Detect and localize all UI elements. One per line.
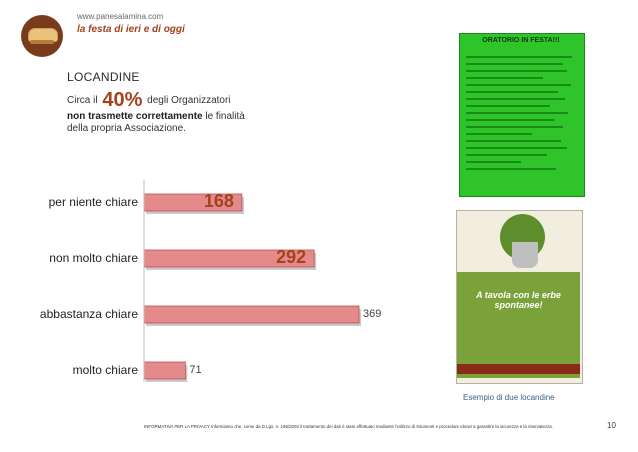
stat-suffix: degli Organizzatori	[147, 95, 231, 106]
pot-icon	[512, 242, 538, 268]
bar-3	[143, 361, 186, 380]
poster-erbe-headline: A tavola con le erbe spontanee!	[476, 290, 561, 310]
category-label: per niente chiare	[48, 195, 138, 209]
bar-2	[143, 305, 360, 324]
poster-oratorio-text-lines	[466, 56, 576, 186]
value-label: 168	[203, 191, 234, 211]
stat-line: Circa il 40% degli Organizzatori	[67, 89, 231, 112]
bar-chart-svg	[143, 180, 361, 382]
category-label: abbastanza chiare	[39, 307, 138, 321]
bar-chart: per niente chiare 168 non molto chiare 292 a…	[0, 170, 420, 390]
site-tagline: la festa di ieri e di oggi	[77, 24, 185, 35]
value-label: 292	[276, 247, 307, 267]
site-url[interactable]: www.panesalamina.com	[77, 12, 164, 21]
category-label: molto chiare	[72, 363, 138, 377]
stat-line-2-suffix: le finalità	[205, 111, 245, 122]
section-title: LOCANDINE	[67, 70, 140, 84]
value-label: 71	[189, 364, 202, 376]
stat-line-2: non trasmette correttamente le finalità	[67, 111, 245, 122]
posters-caption: Esempio di due locandine	[463, 393, 555, 402]
bread-base-icon	[30, 40, 54, 44]
stat-bold-text: non trasmette correttamente	[67, 111, 203, 122]
page-number: 10	[607, 421, 616, 430]
stat-prefix: Circa il	[67, 95, 98, 106]
privacy-note: INFORMATIVA PER LA PRIVACY Informiamo ch…	[144, 424, 553, 429]
poster-erbe-band	[457, 272, 580, 378]
poster-erbe-footer-band	[457, 364, 580, 374]
stat-line-3: della propria Associazione.	[67, 123, 186, 134]
value-label: 369	[363, 308, 382, 320]
stat-percentage: 40%	[102, 89, 143, 111]
category-label: non molto chiare	[49, 251, 138, 265]
poster-oratorio-title: ORATORIO IN FESTA!!!	[482, 37, 560, 44]
